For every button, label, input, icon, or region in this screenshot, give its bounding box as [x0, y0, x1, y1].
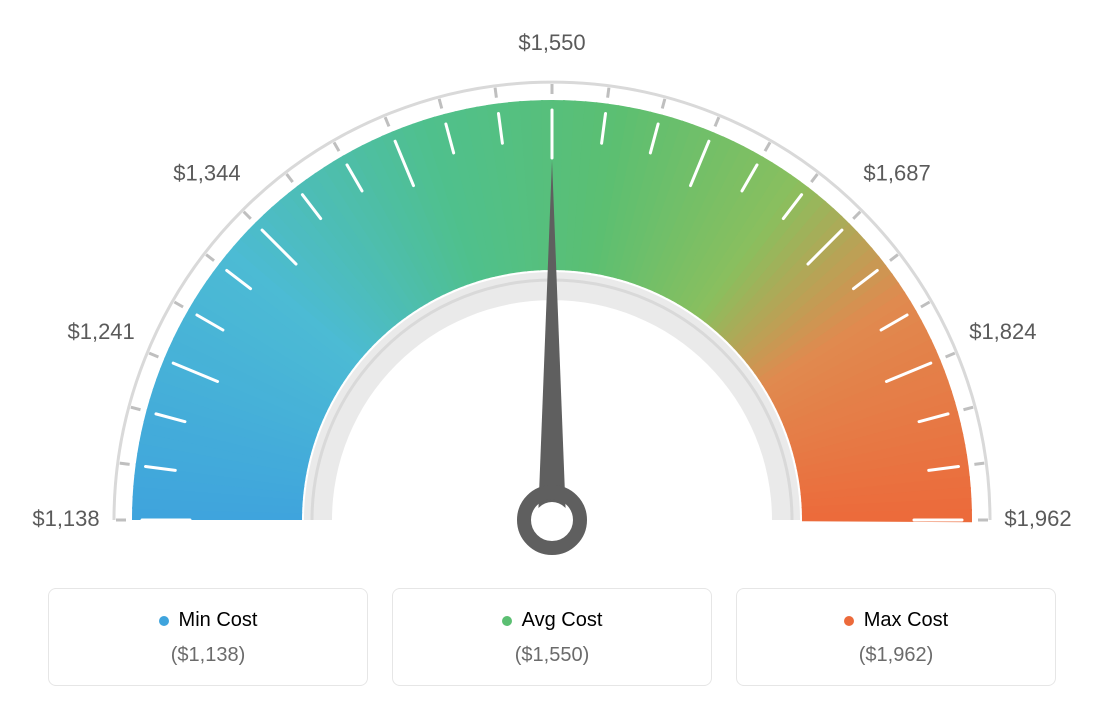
gauge-tick-label: $1,962	[1004, 506, 1071, 531]
legend-avg-title: Avg Cost	[417, 609, 687, 632]
dot-icon	[159, 616, 169, 626]
legend-row: Min Cost ($1,138) Avg Cost ($1,550) Max …	[20, 588, 1084, 686]
gauge-tick-label: $1,138	[32, 506, 99, 531]
gauge-svg: $1,138 $1,241 $1,344 $1,550 $1,687 $1,824 $1,9…	[20, 20, 1084, 560]
legend-max-card: Max Cost ($1,962)	[736, 588, 1056, 686]
legend-min-value: ($1,138)	[73, 644, 343, 667]
legend-min-title: Min Cost	[73, 609, 343, 632]
legend-avg-value: ($1,550)	[417, 644, 687, 667]
gauge-tick-label: $1,550	[518, 30, 585, 55]
gauge-tick-label: $1,344	[173, 161, 240, 186]
legend-avg-card: Avg Cost ($1,550)	[392, 588, 712, 686]
dot-icon	[502, 616, 512, 626]
legend-max-value: ($1,962)	[761, 644, 1031, 667]
legend-avg-label: Avg Cost	[522, 609, 603, 632]
cost-gauge: $1,138 $1,241 $1,344 $1,550 $1,687 $1,824 $1,9…	[20, 20, 1084, 560]
gauge-tick-label: $1,824	[969, 319, 1036, 344]
gauge-tick-label: $1,687	[863, 161, 930, 186]
legend-min-label: Min Cost	[179, 609, 258, 632]
legend-max-label: Max Cost	[864, 609, 948, 632]
legend-max-title: Max Cost	[761, 609, 1031, 632]
gauge-tick-label: $1,241	[67, 319, 134, 344]
legend-min-card: Min Cost ($1,138)	[48, 588, 368, 686]
dot-icon	[844, 616, 854, 626]
